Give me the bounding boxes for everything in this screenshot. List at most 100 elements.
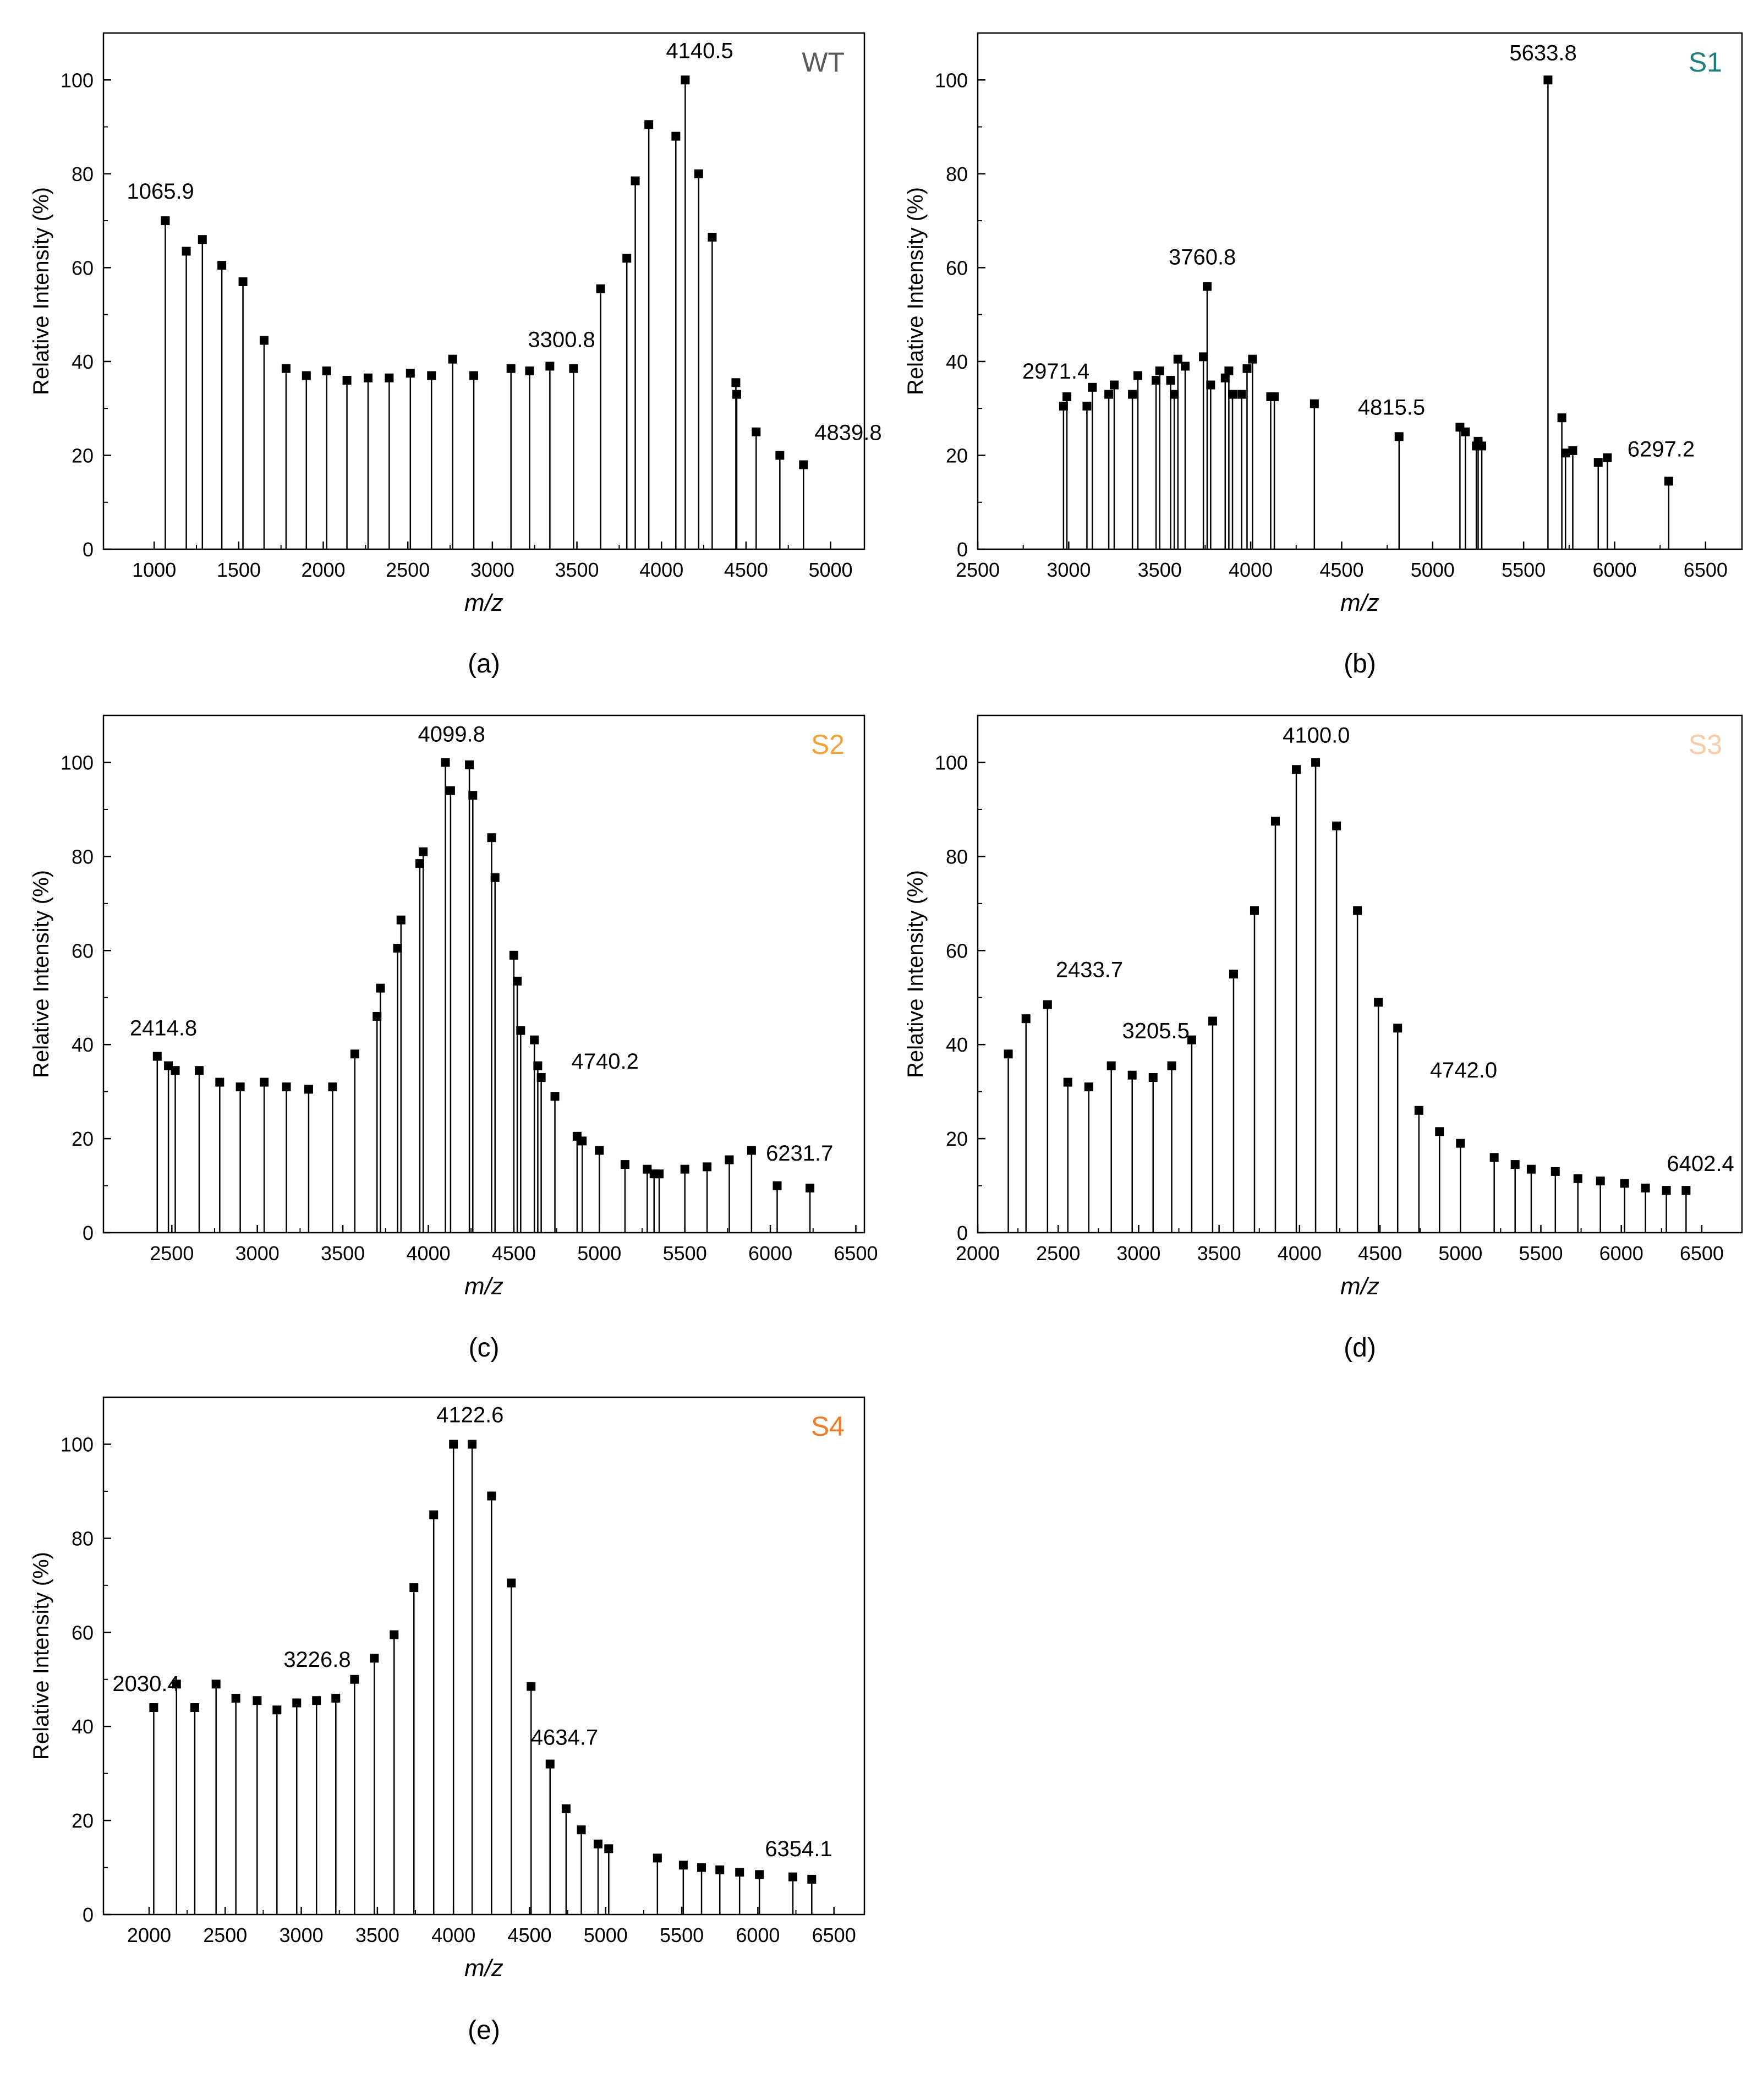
data-point-marker [1543,75,1553,85]
peak-label: 3205.5 [1122,1019,1190,1043]
y-tick-label: 100 [61,69,94,91]
data-point-marker [1228,390,1237,399]
data-point-marker [198,235,207,244]
x-tick-label: 3000 [1047,559,1091,581]
x-tick-label: 5000 [1411,559,1455,581]
data-point-marker [342,376,352,385]
x-tick-label: 6000 [1592,559,1636,581]
peak-label: 5633.8 [1509,41,1576,65]
data-point-marker [516,1026,525,1035]
x-tick-label: 6000 [736,1924,780,1946]
data-point-marker [441,758,450,767]
data-point-marker [1510,1160,1520,1169]
data-point-marker [487,1491,496,1501]
data-point-marker [1456,1139,1465,1148]
x-tick-label: 4500 [492,1242,536,1265]
x-axis-label: m/z [1340,1273,1379,1300]
data-point-marker [569,364,578,373]
data-point-marker [525,366,534,375]
data-point-marker [1021,1014,1031,1024]
y-tick-label: 80 [72,163,94,185]
y-tick-label: 60 [946,939,968,962]
data-point-marker [1202,282,1212,291]
data-point-marker [1681,1186,1691,1195]
x-axis-label: m/z [464,1273,503,1300]
data-point-marker [1620,1179,1629,1188]
peak-label: 4742.0 [1430,1058,1497,1082]
y-tick-label: 0 [83,1222,94,1244]
panel-caption: (e) [468,2016,500,2045]
x-tick-label: 2500 [386,559,430,581]
data-point-marker [513,976,522,986]
x-tick-label: 3500 [1138,559,1182,581]
data-point-marker [363,373,372,382]
data-point-marker [1573,1174,1582,1183]
sample-name-label: S4 [811,1411,845,1442]
data-point-marker [1206,380,1215,390]
peak-label: 6297.2 [1628,437,1695,461]
data-point-marker [1106,1061,1116,1070]
y-tick-label: 60 [946,256,968,279]
x-tick-label: 4000 [1278,1242,1322,1265]
data-point-marker [1394,432,1404,441]
y-tick-label: 40 [72,1715,94,1738]
data-point-marker [322,366,331,375]
y-tick-label: 60 [72,939,94,962]
x-tick-label: 6500 [812,1924,856,1946]
data-point-marker [350,1675,359,1684]
data-point-marker [469,371,479,380]
data-point-marker [1237,390,1246,399]
data-point-marker [509,950,518,960]
data-point-marker [449,1440,458,1449]
data-point-marker [1224,366,1234,375]
peak-label: 4815.5 [1358,395,1425,419]
data-point-marker [215,1077,224,1087]
x-tick-label: 6500 [1680,1242,1724,1265]
data-point-marker [429,1510,439,1519]
y-axis-label: Relative Intensity (%) [903,187,928,395]
y-tick-label: 80 [946,163,968,185]
data-point-marker [533,1061,543,1070]
data-point-marker [1242,364,1252,373]
peak-label: 4099.8 [418,722,485,746]
data-point-marker [350,1049,359,1059]
data-point-marker [427,371,436,380]
peak-label: 3760.8 [1169,245,1236,269]
data-point-marker [595,1146,604,1155]
data-point-marker [1526,1164,1536,1174]
data-point-marker [773,1181,782,1190]
x-tick-label: 3500 [1197,1242,1241,1265]
panel-caption: (b) [1344,649,1376,679]
data-point-marker [1353,906,1362,915]
data-point-marker [1133,371,1143,380]
data-point-marker [1173,354,1182,364]
y-axis-label: Relative Intensity (%) [903,870,928,1078]
x-tick-label: 5500 [660,1924,704,1946]
data-point-marker [1063,1077,1072,1087]
sample-name-label: S3 [1689,729,1722,760]
x-tick-label: 2000 [956,1242,1000,1265]
y-tick-label: 40 [946,351,968,373]
data-point-marker [1128,390,1137,399]
x-tick-label: 3000 [1116,1242,1160,1265]
data-point-marker [161,216,170,226]
x-tick-label: 2500 [956,559,1000,581]
x-tick-label: 2500 [150,1242,194,1265]
x-axis-label: m/z [464,589,503,616]
peak-label: 3226.8 [283,1648,350,1672]
data-point-marker [708,232,717,242]
data-point-marker [406,369,415,378]
y-tick-label: 80 [72,1527,94,1550]
x-tick-label: 5000 [1438,1242,1482,1265]
data-point-marker [1270,817,1280,826]
data-point-marker [1152,376,1161,385]
data-point-marker [1082,401,1092,411]
data-point-marker [393,944,402,953]
data-point-marker [1062,392,1072,401]
data-point-marker [195,1066,204,1075]
data-point-marker [272,1705,282,1715]
data-point-marker [370,1654,379,1663]
x-tick-label: 6000 [748,1242,792,1265]
y-tick-label: 20 [72,1809,94,1832]
peak-label: 4634.7 [531,1726,598,1750]
